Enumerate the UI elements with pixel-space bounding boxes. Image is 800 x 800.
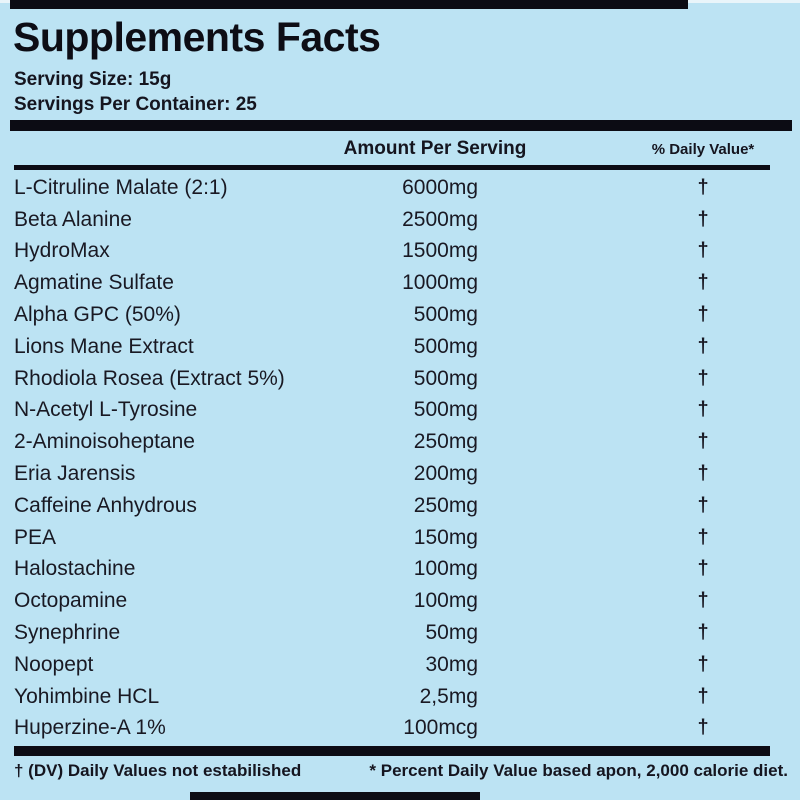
column-header-daily-value: % Daily Value* [651, 141, 755, 158]
ingredient-row: Caffeine Anhydrous 250mg † [0, 490, 800, 522]
ingredient-amount: 2,5mg [419, 684, 478, 708]
daily-value-dagger: † [697, 208, 709, 231]
ingredient-row: Huperzine-A 1% 100mcg † [0, 713, 800, 745]
daily-value-dagger: † [697, 716, 709, 739]
ingredient-row: Synephrine 50mg † [0, 617, 800, 649]
daily-value-dagger: † [697, 239, 709, 262]
ingredient-name: Beta Alanine [14, 207, 132, 231]
ingredient-row: Lions Mane Extract 500mg † [0, 331, 800, 363]
ingredient-name: PEA [14, 525, 57, 549]
daily-value-dagger: † [697, 271, 709, 294]
ingredient-name: Yohimbine HCL [14, 684, 160, 708]
ingredient-amount: 30mg [425, 652, 478, 676]
daily-value-dagger: † [697, 335, 709, 358]
ingredient-row: N-Acetyl L-Tyrosine 500mg † [0, 395, 800, 427]
ingredient-name: L-Citruline Malate (2:1) [14, 175, 228, 199]
ingredient-amount: 6000mg [402, 175, 478, 199]
ingredient-amount: 1500mg [402, 239, 478, 263]
ingredient-row: L-Citruline Malate (2:1) 6000mg † [0, 172, 800, 204]
ingredient-row: Noopept 30mg † [0, 649, 800, 681]
ingredient-name: Agmatine Sulfate [14, 271, 174, 295]
daily-value-dagger: † [697, 621, 709, 644]
ingredient-row: Alpha GPC (50%) 500mg † [0, 299, 800, 331]
daily-value-dagger: † [697, 398, 709, 421]
ingredient-amount: 1000mg [402, 271, 478, 295]
ingredient-row: Halostachine 100mg † [0, 554, 800, 586]
panel-title: Supplements Facts [13, 14, 381, 60]
daily-value-dagger: † [697, 303, 709, 326]
ingredient-name: Alpha GPC (50%) [14, 303, 181, 327]
divider-above-footnotes [14, 746, 770, 756]
ingredient-name: Lions Mane Extract [14, 334, 194, 358]
daily-value-dagger: † [697, 494, 709, 517]
ingredient-amount: 100mg [413, 557, 478, 581]
ingredient-name: Caffeine Anhydrous [14, 493, 197, 517]
daily-value-dagger: † [697, 367, 709, 390]
ingredient-row: Yohimbine HCL 2,5mg † [0, 681, 800, 713]
ingredient-row: 2-Aminoisoheptane 250mg † [0, 426, 800, 458]
daily-value-dagger: † [697, 526, 709, 549]
ingredient-row: HydroMax 1500mg † [0, 236, 800, 268]
ingredient-amount: 500mg [413, 334, 478, 358]
ingredient-amount: 50mg [425, 621, 478, 645]
ingredient-name: Huperzine-A 1% [14, 716, 166, 740]
daily-value-dagger: † [697, 653, 709, 676]
ingredient-name: 2-Aminoisoheptane [14, 430, 195, 454]
ingredient-row: Octopamine 100mg † [0, 585, 800, 617]
ingredient-amount: 2500mg [402, 207, 478, 231]
daily-value-dagger: † [697, 557, 709, 580]
daily-value-dagger: † [697, 589, 709, 612]
ingredient-name: Octopamine [14, 589, 128, 613]
ingredient-row: Agmatine Sulfate 1000mg † [0, 267, 800, 299]
top-decoration-bar [10, 0, 688, 9]
ingredient-name: Eria Jarensis [14, 462, 136, 486]
column-header-amount-per-serving: Amount Per Serving [343, 138, 527, 159]
ingredient-row: Rhodiola Rosea (Extract 5%) 500mg † [0, 363, 800, 395]
ingredient-row: Beta Alanine 2500mg † [0, 204, 800, 236]
footnote-daily-values: † (DV) Daily Values not estabilished [14, 761, 302, 780]
ingredient-row: Eria Jarensis 200mg † [0, 458, 800, 490]
ingredient-amount: 250mg [413, 493, 478, 517]
ingredient-name: N-Acetyl L-Tyrosine [14, 398, 198, 422]
footnotes: † (DV) Daily Values not estabilished * P… [14, 761, 788, 781]
ingredient-name: Halostachine [14, 557, 136, 581]
ingredient-amount: 100mcg [403, 716, 478, 740]
ingredient-name: Rhodiola Rosea (Extract 5%) [14, 366, 285, 390]
ingredient-amount: 500mg [413, 366, 478, 390]
divider-under-header [14, 165, 770, 170]
ingredient-table: L-Citruline Malate (2:1) 6000mg † Beta A… [0, 172, 800, 744]
daily-value-dagger: † [697, 685, 709, 708]
servings-per-container-text: Servings Per Container: 25 [14, 94, 257, 115]
ingredient-amount: 150mg [413, 525, 478, 549]
ingredient-name: Synephrine [14, 621, 121, 645]
daily-value-dagger: † [697, 430, 709, 453]
ingredient-amount: 200mg [413, 462, 478, 486]
ingredient-name: HydroMax [14, 239, 110, 263]
ingredient-amount: 500mg [413, 398, 478, 422]
divider-thick-top [10, 120, 792, 131]
bottom-decoration-bar [190, 792, 480, 800]
ingredient-amount: 500mg [413, 303, 478, 327]
ingredient-amount: 250mg [413, 430, 478, 454]
ingredient-amount: 100mg [413, 589, 478, 613]
daily-value-dagger: † [697, 462, 709, 485]
footnote-percent-daily-value: * Percent Daily Value based apon, 2,000 … [369, 761, 788, 780]
serving-size-text: Serving Size: 15g [14, 69, 172, 90]
daily-value-dagger: † [697, 176, 709, 199]
ingredient-name: Noopept [14, 652, 94, 676]
ingredient-row: PEA 150mg † [0, 522, 800, 554]
